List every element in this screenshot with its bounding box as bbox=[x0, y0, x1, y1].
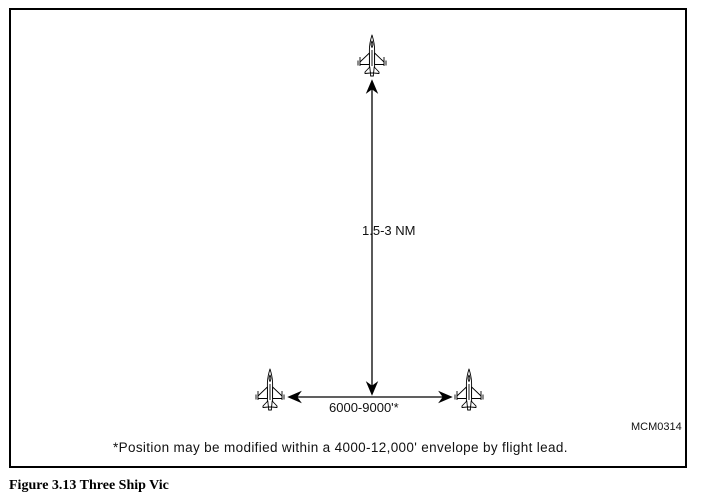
lead-aircraft-icon bbox=[357, 34, 387, 77]
lateral-distance-label: 6000-9000'* bbox=[329, 400, 399, 415]
figure-code: MCM0314 bbox=[631, 421, 682, 433]
left-wingman-aircraft-icon bbox=[255, 368, 285, 411]
figure-caption: Figure 3.13 Three Ship Vic bbox=[9, 478, 169, 493]
figure-frame bbox=[9, 8, 687, 468]
vertical-distance-label: 1.5-3 NM bbox=[362, 223, 416, 238]
lateral-distance-arrow bbox=[287, 390, 453, 404]
right-wingman-aircraft-icon bbox=[454, 368, 484, 411]
footnote: *Position may be modified within a 4000-… bbox=[113, 440, 568, 455]
vertical-distance-arrow bbox=[365, 79, 379, 396]
